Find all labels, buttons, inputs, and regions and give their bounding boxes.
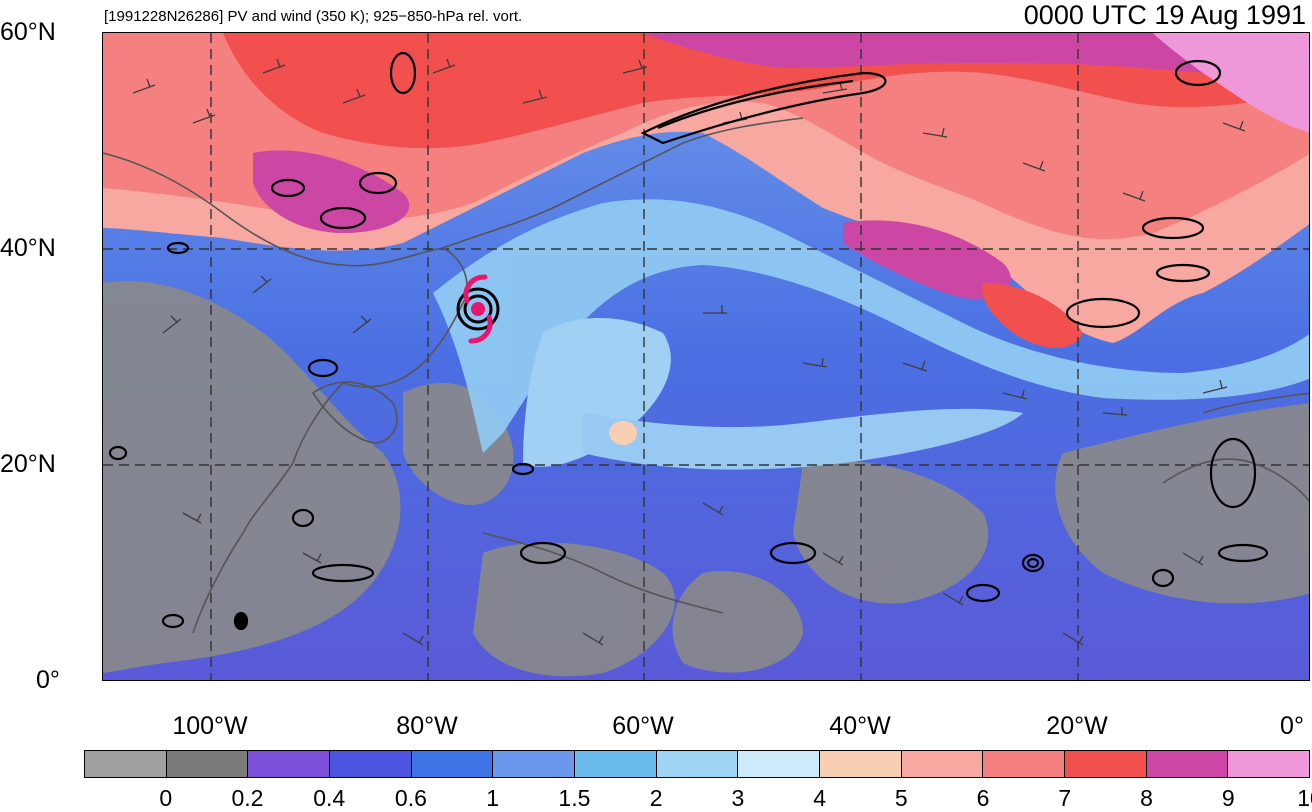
map-field xyxy=(103,33,1309,680)
colorbar-tick-label: 1.5 xyxy=(558,785,591,811)
colorbar-tick-label: 7 xyxy=(1058,785,1072,811)
colorbar-cell xyxy=(85,751,167,777)
plot-title-time: 0000 UTC 19 Aug 1991 xyxy=(1023,0,1306,30)
colorbar-tick-label: 3 xyxy=(731,785,745,811)
colorbar-tick-label: 1 xyxy=(486,785,500,811)
colorbar-cell xyxy=(248,751,331,777)
colorbar-tick-label: 2 xyxy=(649,785,663,811)
lat-label-40n: 40°N xyxy=(0,234,56,262)
colorbar-tick-label: 4 xyxy=(813,785,826,811)
colorbar-cell xyxy=(493,751,576,777)
colorbar-cell xyxy=(1146,751,1229,777)
vorticity-contours xyxy=(108,51,1269,631)
colorbar-cell xyxy=(901,751,984,777)
colorbar-cell xyxy=(1065,751,1147,777)
jet-band xyxy=(433,199,1309,470)
lon-label-60w: 60°W xyxy=(612,712,674,740)
colorbar-tick-label: 8 xyxy=(1140,785,1153,811)
colorbar-tick-label: 0.6 xyxy=(394,785,427,811)
colorbar-tick-label: 0 xyxy=(159,785,173,811)
lon-label-20w: 20°W xyxy=(1046,712,1108,740)
colorbar-tick-label: 0.2 xyxy=(231,785,264,811)
lat-label-20n: 20°N xyxy=(0,450,56,478)
pv-colorbar xyxy=(84,750,1310,778)
colorbar-cell xyxy=(820,751,902,777)
plot-title-left: [1991228N26286] PV and wind (350 K); 925… xyxy=(104,8,523,25)
map-panel xyxy=(102,32,1310,681)
lon-label-80w: 80°W xyxy=(396,712,458,740)
lon-label-0: 0° xyxy=(1280,712,1304,740)
colorbar-cell xyxy=(166,751,249,777)
colorbar-cell xyxy=(738,751,821,777)
colorbar-tick-label: 5 xyxy=(894,785,908,811)
colorbar-cell xyxy=(575,751,657,777)
lon-label-40w: 40°W xyxy=(829,712,891,740)
lat-label-0: 0° xyxy=(36,666,60,694)
colorbar-tick-label: 10 xyxy=(1297,785,1312,811)
colorbar-tick-label: 9 xyxy=(1221,785,1235,811)
colorbar-tick-label: 0.4 xyxy=(313,785,346,811)
colorbar-cell xyxy=(983,751,1066,777)
coastlines xyxy=(103,117,1309,634)
colorbar-cell xyxy=(330,751,412,777)
colorbar-tick-label: 6 xyxy=(976,785,990,811)
hurricane-symbol-icon xyxy=(456,274,500,344)
colorbar-cell xyxy=(411,751,494,777)
lat-label-60n: 60°N xyxy=(0,18,56,46)
lon-label-100w: 100°W xyxy=(172,712,248,740)
colorbar-cell xyxy=(1228,751,1310,777)
colorbar-cell xyxy=(656,751,739,777)
